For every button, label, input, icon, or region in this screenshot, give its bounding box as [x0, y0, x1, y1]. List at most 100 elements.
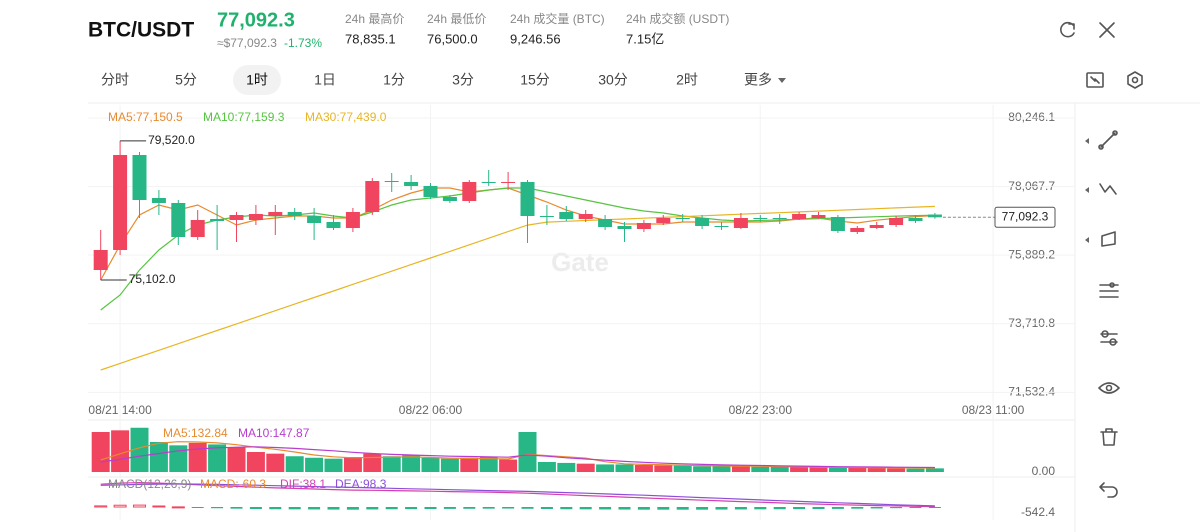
volume-bar	[770, 467, 789, 472]
volume-bar	[634, 465, 653, 472]
visibility-pupil[interactable]	[1105, 384, 1113, 392]
candle-body	[113, 155, 128, 250]
macd-bar	[618, 507, 631, 510]
macd-bar	[463, 507, 476, 509]
volume-bar	[285, 456, 304, 472]
timeframe-tab[interactable]: 30分	[598, 72, 628, 88]
candle-body	[714, 226, 729, 228]
macd-bar	[171, 506, 185, 509]
volume-bar	[440, 458, 459, 472]
legend-entry: DEA:98.3	[335, 477, 387, 491]
template-knob[interactable]	[1109, 338, 1117, 346]
fullscreen-icon[interactable]	[1086, 72, 1104, 88]
volume-bar	[343, 457, 362, 472]
timeframe-tab[interactable]: 1日	[314, 72, 336, 88]
volume-bar	[576, 463, 595, 472]
expand-arrow[interactable]	[1085, 187, 1089, 193]
timeframe-tab[interactable]: 2时	[676, 72, 698, 88]
active-tab-bg[interactable]	[233, 65, 281, 95]
candle-body	[889, 218, 904, 225]
trend-line-tool[interactable]	[1098, 130, 1118, 150]
close-button[interactable]	[1099, 22, 1115, 38]
undo-tool[interactable]	[1099, 482, 1118, 498]
settings-button[interactable]	[1127, 71, 1143, 89]
candle-body	[811, 215, 826, 219]
macd-bar	[288, 507, 301, 510]
volume-bar	[887, 468, 906, 472]
y-tick-label: -542.4	[1021, 505, 1055, 519]
macd-bar	[269, 507, 282, 510]
timeframe-tab[interactable]: 5分	[175, 72, 197, 88]
timeframe-tab[interactable]: 分时	[101, 72, 129, 88]
stat-label: 24h 成交量 (BTC)	[510, 11, 605, 26]
macd-bar	[424, 507, 437, 509]
visibility-tool[interactable]	[1098, 382, 1120, 394]
refresh-button[interactable]	[1060, 21, 1075, 38]
timeframe-tab[interactable]: 1分	[383, 72, 405, 88]
legend-entry: MA5:132.84	[163, 426, 228, 440]
candle-body	[462, 181, 477, 202]
legend-entry: MA30:77,439.0	[305, 110, 387, 124]
y-tick-label: 75,889.2	[1008, 247, 1055, 261]
macd-bar	[851, 507, 864, 509]
candle-body	[151, 198, 166, 203]
volume-bar	[848, 467, 867, 472]
volume-bar	[130, 427, 149, 472]
macd-bar	[502, 507, 515, 509]
close-icon[interactable]	[1099, 22, 1115, 38]
candle-body	[171, 202, 186, 237]
settings-icon[interactable]	[1127, 71, 1143, 89]
macd-bar	[211, 507, 224, 509]
volume-bar	[499, 459, 518, 472]
macd-bar	[327, 507, 340, 510]
volume-bar	[731, 466, 750, 472]
candle-body	[326, 222, 341, 228]
delete-tool[interactable]	[1100, 428, 1118, 446]
volume-bar	[906, 468, 925, 472]
fullscreen-arrows[interactable]	[1090, 76, 1100, 84]
indicator-tool[interactable]	[1099, 284, 1119, 298]
refresh-icon[interactable]	[1060, 21, 1075, 38]
timeframe-tab[interactable]: 1时	[246, 72, 268, 88]
timeframe-tab[interactable]: 更多	[744, 72, 772, 88]
expand-arrow[interactable]	[1085, 237, 1089, 243]
candle-body	[733, 218, 748, 228]
polyline-tool[interactable]	[1099, 183, 1117, 195]
candle-body	[442, 197, 457, 202]
candle-body	[830, 216, 845, 232]
timeframe-tab[interactable]: 3分	[452, 72, 474, 88]
shape-tool[interactable]	[1101, 231, 1116, 247]
legend-entry: MA10:77,159.3	[203, 110, 285, 124]
stat-label: 24h 最低价	[427, 12, 486, 26]
volume-bar	[324, 458, 343, 472]
volume-bar	[479, 457, 498, 472]
more-caret[interactable]	[778, 78, 786, 83]
last-price: 77,092.3	[217, 9, 295, 31]
volume-bar	[654, 465, 673, 472]
fullscreen-button[interactable]	[1086, 72, 1104, 88]
macd-bar	[909, 507, 922, 508]
template-knob[interactable]	[1101, 330, 1109, 338]
indicator-knob[interactable]	[1109, 282, 1115, 288]
macd-bar	[890, 507, 903, 509]
candle-body	[404, 181, 419, 186]
template-tool[interactable]	[1100, 333, 1118, 343]
macd-bar	[540, 507, 553, 509]
volume-bar	[91, 432, 110, 472]
macd-bar	[599, 507, 612, 510]
indicator-line	[100, 205, 935, 371]
volume-bar	[149, 442, 168, 472]
volume-bar	[460, 457, 479, 472]
candle-body	[229, 215, 244, 220]
expand-arrow[interactable]	[1085, 138, 1089, 144]
candle-body	[908, 218, 923, 221]
settings-dot[interactable]	[1131, 76, 1139, 84]
timeframe-tab[interactable]: 15分	[520, 72, 550, 88]
stat-value: 9,246.56	[510, 31, 561, 46]
volume-bar	[246, 452, 265, 472]
indicator-line	[100, 483, 935, 507]
macd-bar	[773, 507, 786, 510]
drawing-toolbar	[1085, 130, 1120, 498]
volume-bar	[305, 457, 324, 472]
